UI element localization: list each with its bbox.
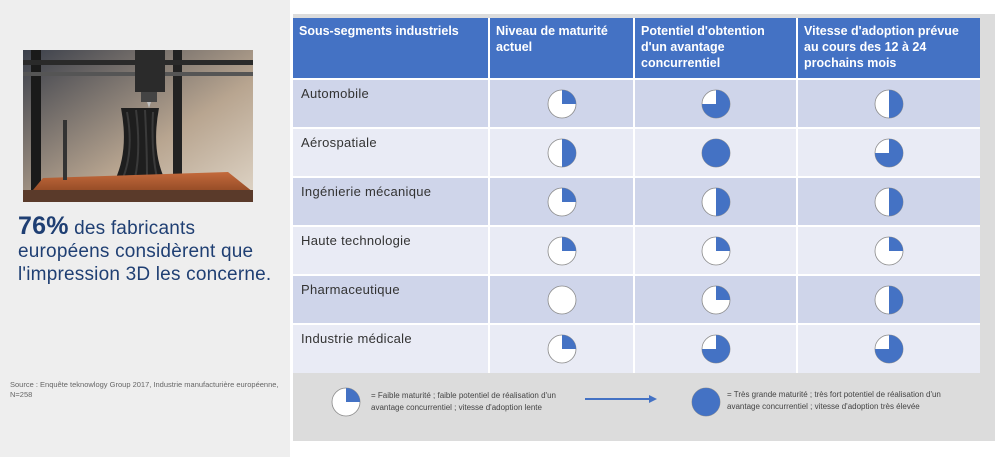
segment-label: Ingénierie mécanique	[293, 176, 490, 226]
legend: = Faible maturité ; faible potentiel de …	[293, 380, 980, 438]
table-row: Automobile	[293, 78, 980, 128]
maturity-cell	[489, 323, 635, 373]
potential-harvey-ball	[701, 285, 730, 314]
maturity-cell	[489, 127, 635, 177]
potential-harvey-ball	[701, 89, 730, 118]
potential-cell	[634, 176, 798, 226]
segment-label: Industrie médicale	[293, 323, 490, 373]
legend-high-text: = Très grande maturité ; très fort poten…	[727, 390, 941, 411]
potential-cell	[634, 225, 798, 275]
3d-printer-photo	[23, 50, 253, 202]
maturity-cell	[489, 176, 635, 226]
header-maturity: Niveau de maturité actuel	[489, 18, 635, 79]
maturity-harvey-ball	[547, 285, 576, 314]
segments-table: Sous-segments industriels Niveau de matu…	[293, 18, 980, 373]
table-row: Aérospatiale	[293, 127, 980, 177]
table-header-row: Sous-segments industriels Niveau de matu…	[293, 18, 980, 79]
table-body: Automobile Aérospatiale Ingénierie mécaniq…	[293, 78, 980, 373]
maturity-harvey-ball	[547, 334, 576, 364]
maturity-cell	[489, 225, 635, 275]
table-row: Industrie médicale	[293, 323, 980, 373]
header-speed: Vitesse d'adoption prévue au cours des 1…	[797, 18, 980, 79]
legend-low-harvey-ball-svg	[331, 387, 361, 417]
table-row: Haute technologie	[293, 225, 980, 275]
segment-label: Haute technologie	[293, 225, 490, 275]
table-row: Pharmaceutique	[293, 274, 980, 324]
legend-low-harvey-ball	[330, 386, 362, 423]
maturity-harvey-ball	[547, 138, 576, 167]
maturity-cell	[489, 274, 635, 324]
potential-harvey-ball	[701, 138, 730, 167]
speed-harvey-ball	[874, 285, 904, 314]
legend-high-harvey-ball-svg	[691, 387, 721, 417]
potential-harvey-ball	[701, 334, 730, 364]
speed-cell	[797, 274, 980, 324]
potential-cell	[634, 78, 798, 128]
source-note: Source : Enquête teknowlogy Group 2017, …	[10, 380, 279, 399]
legend-high-harvey-ball	[690, 386, 722, 423]
potential-cell	[634, 127, 798, 177]
maturity-harvey-ball	[547, 89, 576, 118]
table-row: Ingénierie mécanique	[293, 176, 980, 226]
potential-harvey-ball	[701, 187, 730, 216]
header-segment: Sous-segments industriels	[293, 18, 490, 79]
maturity-cell	[489, 78, 635, 128]
speed-cell	[797, 78, 980, 128]
speed-harvey-ball	[874, 89, 904, 118]
segment-label: Pharmaceutique	[293, 274, 490, 324]
speed-cell	[797, 225, 980, 275]
potential-cell	[634, 323, 798, 373]
potential-harvey-ball	[701, 236, 730, 265]
speed-harvey-ball	[874, 236, 904, 265]
3d-printer-illustration	[23, 50, 253, 202]
stat-text: des fabricants européens considèrent que…	[18, 218, 272, 285]
speed-harvey-ball	[874, 187, 904, 216]
potential-cell	[634, 274, 798, 324]
speed-cell	[797, 127, 980, 177]
stat-percent: 76%	[18, 212, 69, 240]
arrow-right-icon	[585, 395, 657, 403]
segment-label: Aérospatiale	[293, 127, 490, 177]
segment-label: Automobile	[293, 78, 490, 128]
stat-block: 76% des fabricants européens considèrent…	[18, 212, 278, 286]
right-panel: Sous-segments industriels Niveau de matu…	[293, 14, 995, 441]
header-potential: Potentiel d'obtention d'un avantage conc…	[634, 18, 798, 79]
speed-harvey-ball	[874, 138, 904, 167]
speed-cell	[797, 323, 980, 373]
maturity-harvey-ball	[547, 236, 576, 265]
speed-cell	[797, 176, 980, 226]
legend-low-text: = Faible maturité ; faible potentiel de …	[371, 391, 556, 412]
left-panel: 76% des fabricants européens considèrent…	[0, 0, 290, 457]
maturity-harvey-ball	[547, 187, 576, 216]
speed-harvey-ball	[874, 334, 904, 364]
